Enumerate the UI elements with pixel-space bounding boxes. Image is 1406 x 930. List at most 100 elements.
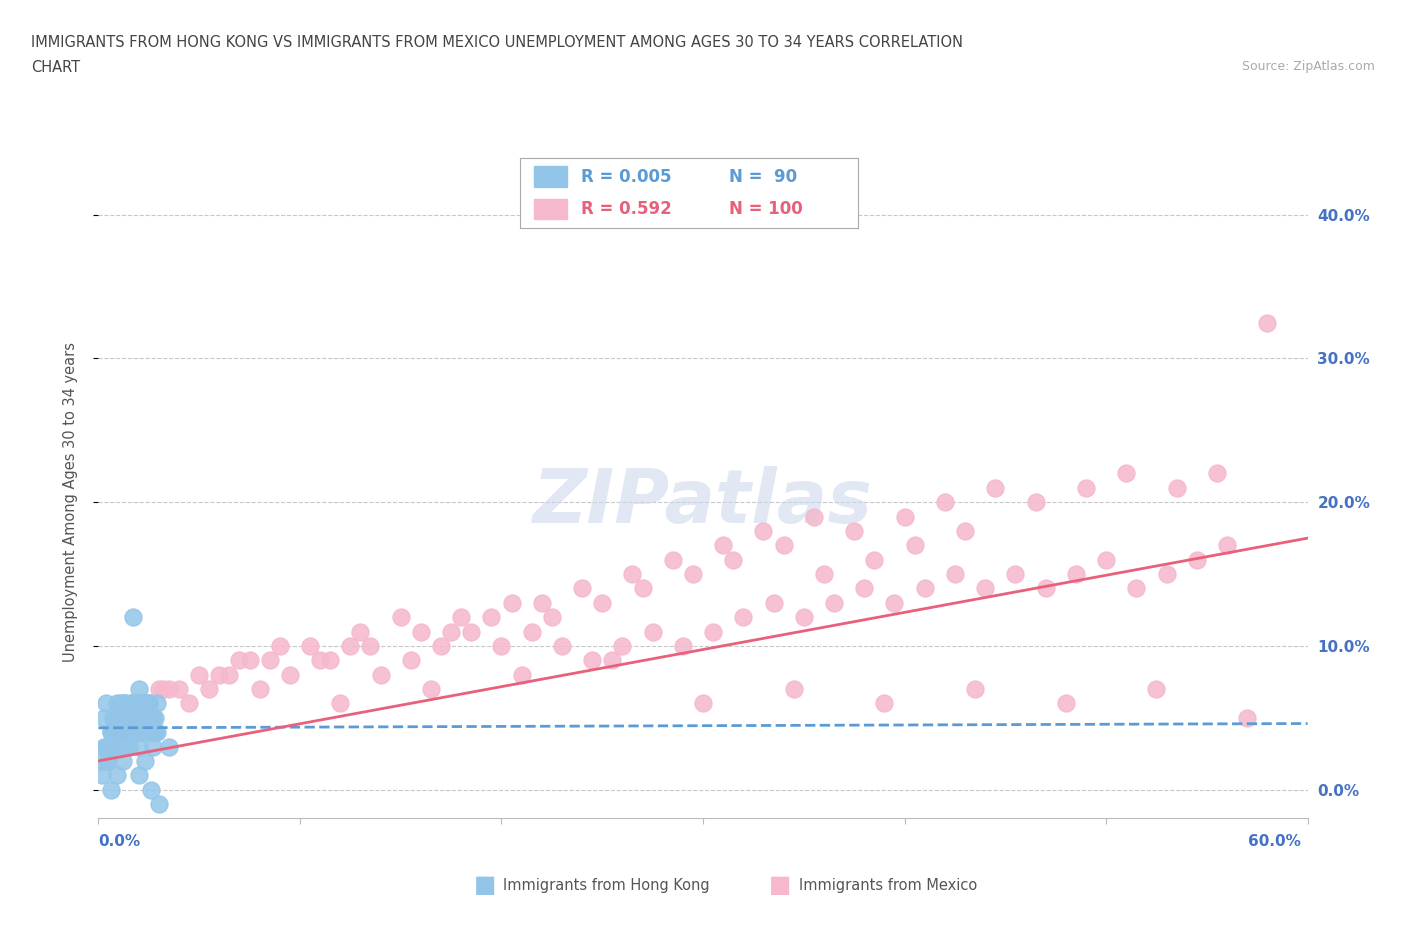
Point: [110, 724, 132, 739]
Point: [1166, 481, 1188, 496]
Point: [914, 581, 936, 596]
Point: [208, 667, 231, 682]
Text: Immigrants from Mexico: Immigrants from Mexico: [799, 878, 977, 893]
Point: [125, 696, 148, 711]
Point: [138, 711, 160, 725]
Point: [339, 639, 361, 654]
Point: [319, 653, 342, 668]
Point: [103, 739, 125, 754]
Point: [299, 639, 322, 654]
Text: IMMIGRANTS FROM HONG KONG VS IMMIGRANTS FROM MEXICO UNEMPLOYMENT AMONG AGES 30 T: IMMIGRANTS FROM HONG KONG VS IMMIGRANTS …: [31, 35, 963, 50]
Point: [110, 711, 132, 725]
Y-axis label: Unemployment Among Ages 30 to 34 years: Unemployment Among Ages 30 to 34 years: [63, 342, 77, 662]
Point: [1236, 711, 1258, 725]
Point: [520, 624, 543, 639]
Point: [602, 653, 624, 668]
Point: [198, 682, 221, 697]
Point: [239, 653, 262, 668]
Point: [128, 768, 150, 783]
Point: [179, 696, 201, 711]
Point: [581, 653, 603, 668]
Point: [370, 667, 392, 682]
Point: [571, 581, 593, 596]
Point: [132, 724, 155, 739]
Point: [1115, 466, 1137, 481]
Point: [329, 696, 352, 711]
Point: [430, 639, 453, 654]
Point: [118, 724, 141, 739]
Point: [135, 711, 157, 725]
Text: ■: ■: [474, 873, 496, 897]
Point: [389, 610, 412, 625]
Point: [138, 696, 160, 711]
Point: [134, 696, 156, 711]
Point: [120, 696, 142, 711]
Point: [120, 696, 142, 711]
Point: [118, 711, 141, 725]
Point: [114, 724, 136, 739]
Point: [309, 653, 332, 668]
Point: [139, 724, 162, 739]
Point: [97, 739, 120, 754]
Point: [103, 724, 125, 739]
Point: [762, 595, 785, 610]
Point: [450, 610, 472, 625]
Text: CHART: CHART: [31, 60, 80, 75]
Point: [1156, 566, 1178, 581]
Point: [188, 667, 211, 682]
Point: [129, 724, 152, 739]
Point: [128, 682, 150, 697]
Point: [146, 696, 169, 711]
Point: [93, 739, 115, 754]
Point: [111, 711, 134, 725]
Point: [111, 696, 134, 711]
Point: [259, 653, 281, 668]
Point: [883, 595, 905, 610]
Point: [943, 566, 966, 581]
Point: [107, 724, 129, 739]
Point: [129, 724, 152, 739]
Point: [752, 524, 775, 538]
Point: [157, 682, 180, 697]
Point: [107, 724, 129, 739]
Point: [672, 639, 695, 654]
Point: [121, 696, 143, 711]
Point: [132, 711, 155, 725]
Point: [984, 481, 1007, 496]
Point: [167, 682, 190, 697]
Point: [97, 753, 120, 768]
Point: [128, 696, 150, 711]
FancyBboxPatch shape: [534, 166, 568, 188]
Point: [530, 595, 553, 610]
Point: [662, 552, 685, 567]
Point: [105, 768, 128, 783]
Point: [142, 711, 165, 725]
Point: [853, 581, 876, 596]
Point: [974, 581, 997, 596]
Text: N =  90: N = 90: [730, 168, 797, 186]
Point: [793, 610, 815, 625]
Point: [1146, 682, 1168, 697]
Point: [823, 595, 845, 610]
Point: [1216, 538, 1239, 552]
Point: [138, 696, 160, 711]
Point: [228, 653, 250, 668]
Point: [143, 724, 166, 739]
Point: [803, 509, 825, 524]
Point: [934, 495, 956, 510]
Point: [152, 682, 174, 697]
Point: [278, 667, 301, 682]
Point: [115, 724, 138, 739]
Point: [107, 711, 129, 725]
Point: [702, 624, 724, 639]
Point: [733, 610, 755, 625]
Point: [893, 509, 915, 524]
Point: [93, 711, 115, 725]
Point: [124, 711, 146, 725]
Point: [491, 639, 513, 654]
Point: [107, 711, 129, 725]
Point: [631, 581, 654, 596]
Text: ■: ■: [769, 873, 792, 897]
Point: [91, 768, 114, 783]
Point: [249, 682, 271, 697]
